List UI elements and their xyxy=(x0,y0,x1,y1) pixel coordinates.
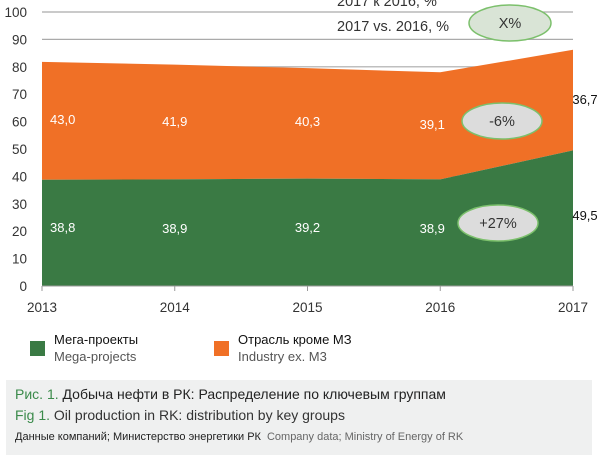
legend-label-ru: Отрасль кроме МЗ xyxy=(238,332,352,347)
x-tick-labels: 2013 2014 2015 2016 2017 xyxy=(27,286,588,315)
y-tick-label: 30 xyxy=(12,197,27,212)
figure-caption: Рис. 1. Добыча нефти в РК: Распределение… xyxy=(6,380,592,455)
data-label-mega: 39,2 xyxy=(295,220,320,235)
caption-ru-fig-number: Рис. 1. xyxy=(15,386,59,402)
x-tick-label: 2015 xyxy=(292,300,322,315)
y-tick-label: 90 xyxy=(12,32,27,47)
caption-en-text: Oil production in RK: distribution by ke… xyxy=(50,407,345,423)
legend-label-en: Industry ex. M3 xyxy=(238,349,327,364)
legend-swatch-mega xyxy=(30,341,45,356)
caption-ru-text: Добыча нефти в РК: Распределение по ключ… xyxy=(58,386,446,402)
y-tick-labels: 0 10 20 30 40 50 60 70 80 90 100 xyxy=(4,5,27,294)
source-ru: Данные компаний; Министерство энергетики… xyxy=(15,431,261,443)
y-tick-label: 80 xyxy=(12,60,27,75)
annotation-legend-marker: X% xyxy=(499,16,522,32)
data-label-industry: 41,9 xyxy=(162,114,187,129)
industry-change-ellipse xyxy=(461,102,543,140)
annotation-legend-en: 2017 vs. 2016, % xyxy=(337,19,449,35)
data-label-mega: 38,8 xyxy=(50,220,75,235)
caption-source: Данные компаний; Министерство энергетики… xyxy=(15,431,463,443)
y-tick-label: 40 xyxy=(12,169,27,184)
y-tick-label: 60 xyxy=(12,115,27,130)
source-en: Company data; Ministry of Energy of RK xyxy=(266,431,464,443)
data-label-mega: 38,9 xyxy=(420,221,445,236)
mega-change-ellipse xyxy=(457,204,539,242)
chart-legend: Мега-проекты Mega-projects Отрасль кроме… xyxy=(30,331,590,371)
data-label-industry: 39,1 xyxy=(420,117,445,132)
legend-item-industry: Отрасль кроме МЗ Industry ex. M3 xyxy=(214,331,352,365)
caption-ru: Рис. 1. Добыча нефти в РК: Распределение… xyxy=(15,386,446,402)
y-tick-label: 50 xyxy=(12,142,27,157)
area-industry-ex-m3 xyxy=(42,49,573,180)
x-tick-label: 2013 xyxy=(27,300,57,315)
legend-swatch-industry xyxy=(214,341,229,356)
caption-en-fig-number: Fig 1. xyxy=(15,407,51,423)
industry-change-label: -6% xyxy=(489,114,515,130)
areas xyxy=(42,49,573,286)
caption-en: Fig 1. Oil production in RK: distributio… xyxy=(15,407,345,423)
x-tick-label: 2014 xyxy=(160,300,191,315)
legend-item-mega: Мега-проекты Mega-projects xyxy=(30,331,138,365)
legend-label-en: Mega-projects xyxy=(54,349,137,364)
legend-label-ru: Мега-проекты xyxy=(54,332,139,347)
data-label-industry: 43,0 xyxy=(50,112,75,127)
mega-change-label: +27% xyxy=(479,216,517,232)
annotation-legend-ellipse xyxy=(468,4,552,42)
y-tick-label: 0 xyxy=(19,279,27,294)
area-mega-projects xyxy=(42,150,573,286)
y-tick-label: 20 xyxy=(12,224,27,239)
data-labels: 38,8 38,9 39,2 38,9 49,5 43,0 41,9 40,3 39,1 36,7 xyxy=(50,92,598,236)
x-tick-label: 2016 xyxy=(425,300,455,315)
annotation-legend-ru: 2017 к 2016, % xyxy=(337,0,437,10)
data-label-industry: 40,3 xyxy=(295,114,320,129)
data-label-mega: 49,5 xyxy=(572,208,597,223)
data-label-industry: 36,7 xyxy=(572,92,597,107)
x-tick-label: 2017 xyxy=(558,300,588,315)
y-tick-label: 70 xyxy=(12,87,27,102)
y-tick-label: 10 xyxy=(12,252,27,267)
y-tick-label: 100 xyxy=(4,5,27,20)
data-label-mega: 38,9 xyxy=(162,221,187,236)
